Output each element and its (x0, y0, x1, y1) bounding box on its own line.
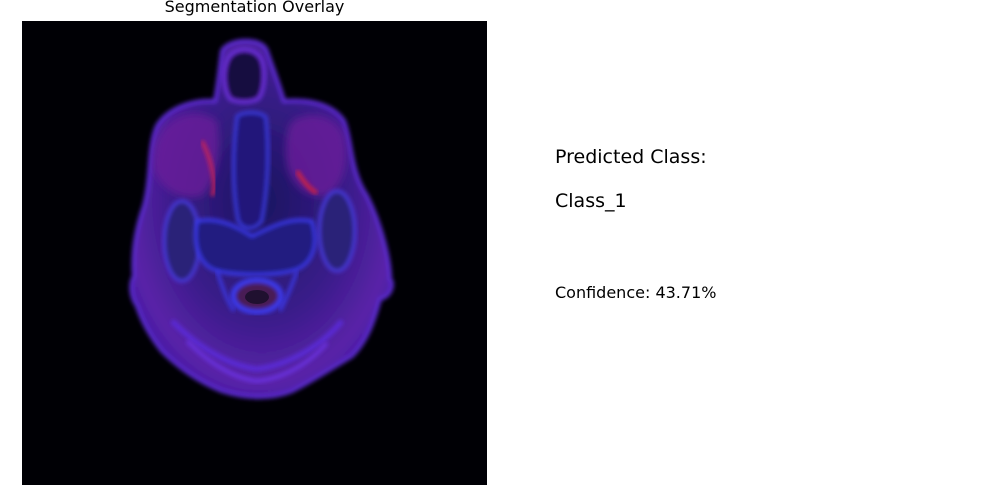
predicted-class-label: Predicted Class: (555, 146, 707, 168)
confidence-text: Confidence: 43.71% (555, 283, 717, 302)
overlay-title: Segmentation Overlay (164, 0, 345, 16)
predicted-class-value: Class_1 (555, 190, 627, 212)
segmentation-overlay-image (22, 21, 487, 485)
